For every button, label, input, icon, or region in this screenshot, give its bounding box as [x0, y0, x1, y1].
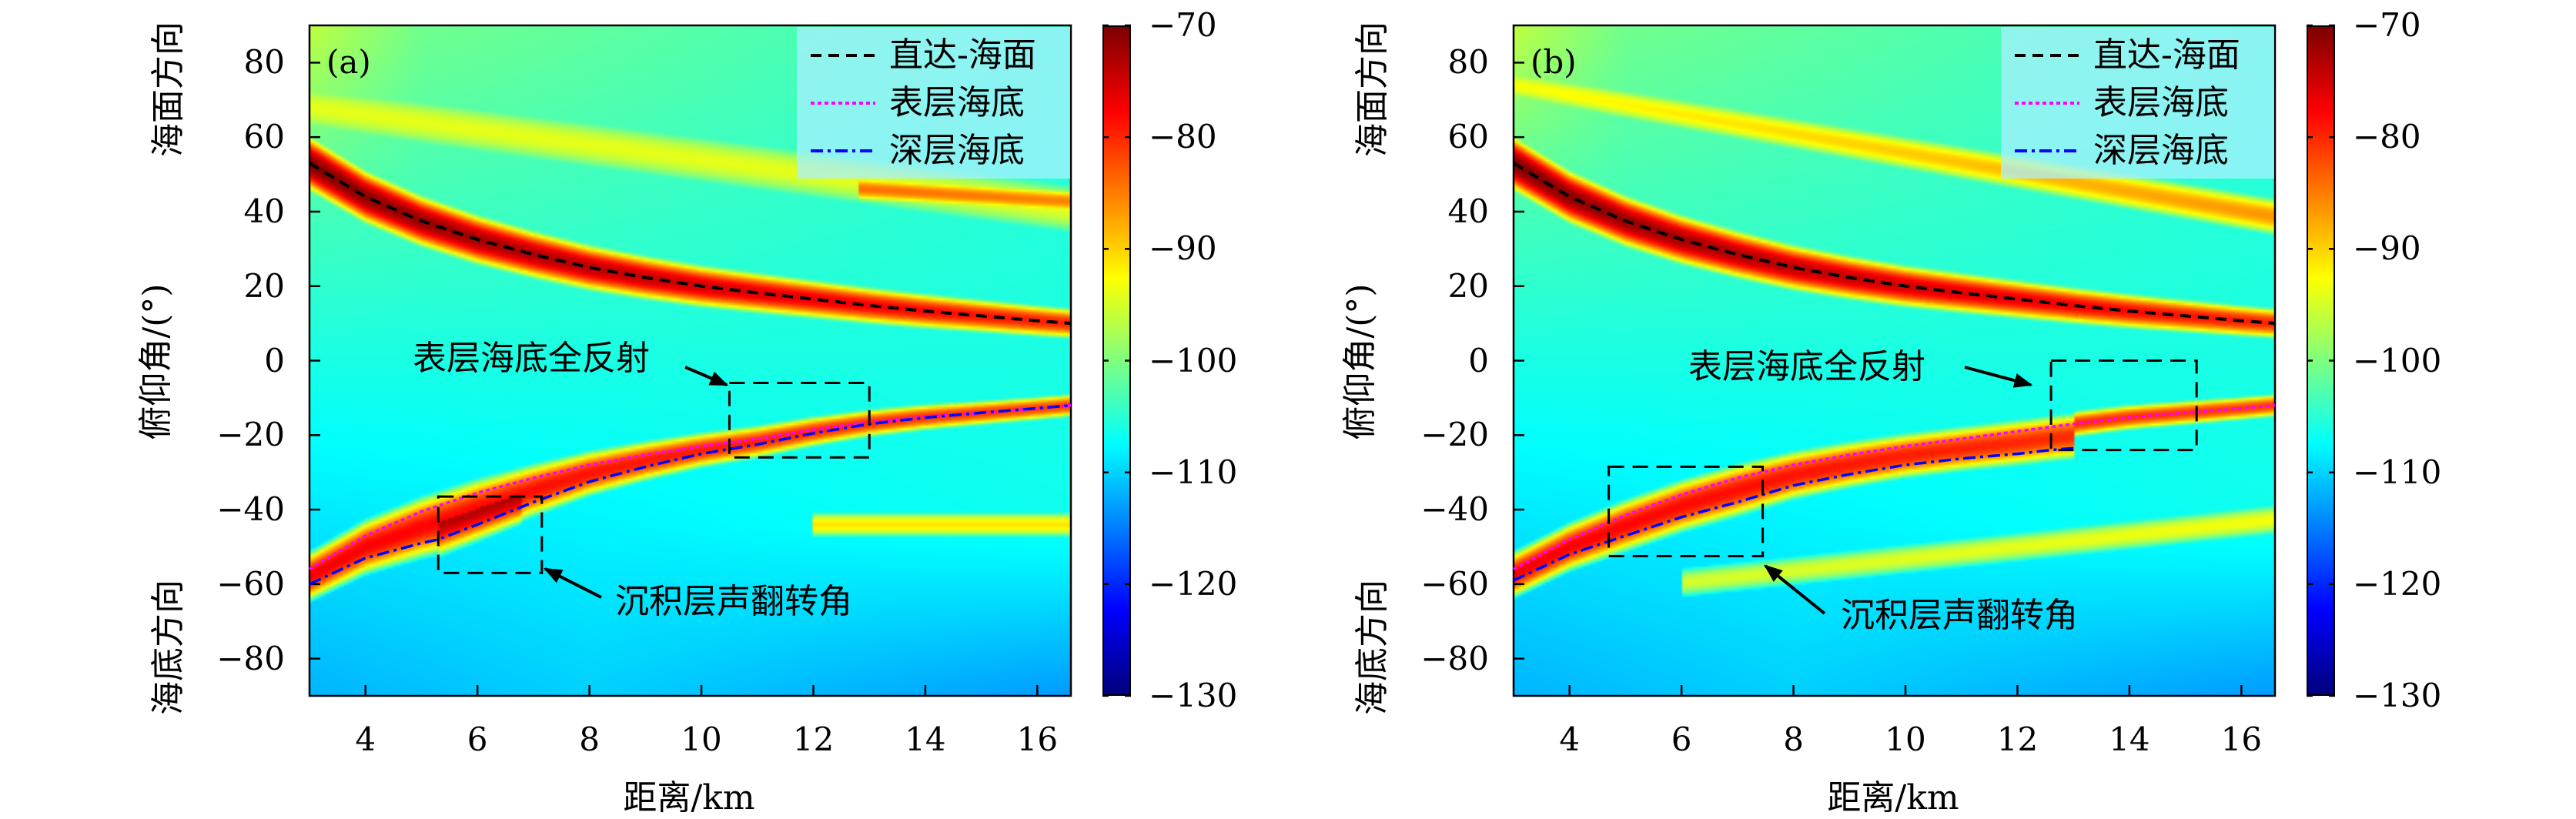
y-axis-label-bottom: 海底方向	[149, 580, 188, 715]
plot-overlay	[308, 24, 1131, 697]
annotation-arrow	[543, 567, 602, 599]
y-tick-label: −60	[1420, 564, 1489, 603]
colorbar-tick-label: −130	[1149, 677, 1238, 714]
x-tick-label: 4	[355, 720, 376, 758]
colorbar-tick-label: −70	[1149, 6, 1217, 44]
annotation-text: 沉积层声翻转角	[615, 582, 852, 621]
panel-b: 4 6 8 10 12 14 16 80 60 40 20 0 −20 −40 −60 −80 −70 −80 −9…	[1204, 0, 2492, 818]
legend-line-sample	[811, 102, 875, 105]
legend: 直达-海面表层海底深层海底	[797, 27, 1070, 179]
colorbar-tick-label: −120	[2353, 564, 2442, 603]
y-axis-label-top: 海面方向	[1353, 22, 1392, 157]
annotation-arrow	[1964, 366, 2033, 388]
x-tick-label: 10	[1885, 720, 1926, 758]
y-tick-label: 80	[243, 43, 285, 82]
y-tick-label: 0	[264, 341, 285, 379]
x-tick-label: 16	[2220, 720, 2263, 758]
x-axis-label: 距离/km	[623, 778, 755, 817]
legend-item: 深层海底	[797, 132, 1070, 170]
y-tick-label: −80	[216, 639, 285, 677]
x-tick-label: 8	[579, 720, 600, 758]
annotation-box	[728, 382, 871, 459]
colorbar-tick-label: −100	[2353, 341, 2442, 379]
y-tick-label: 0	[1468, 341, 1489, 379]
panel-label: (b)	[1531, 43, 1577, 81]
y-tick-label: 20	[1447, 266, 1489, 305]
series-line-dotted	[1513, 403, 2276, 571]
legend-item: 直达-海面	[2001, 36, 2274, 75]
legend-item: 表层海底	[2001, 84, 2274, 122]
colorbar-tick-label: −110	[2353, 453, 2442, 491]
legend-label: 直达-海面	[889, 35, 1036, 75]
series-line-dashed	[308, 162, 1072, 326]
y-tick-label: 60	[1447, 118, 1489, 156]
legend-label: 深层海底	[2093, 131, 2229, 170]
y-axis-label-bottom: 海底方向	[1353, 580, 1392, 715]
legend-line-sample	[2015, 149, 2079, 152]
legend-item: 直达-海面	[797, 36, 1070, 75]
x-tick-label: 8	[1783, 720, 1804, 758]
series-line-dashdot	[309, 403, 1072, 586]
x-tick-label: 12	[792, 720, 835, 758]
x-tick-label: 6	[467, 720, 488, 758]
series-line-dotted	[309, 403, 1072, 570]
colorbar-tick-label: −130	[2353, 677, 2442, 714]
annotation-text: 表层海底全反射	[1688, 347, 1925, 386]
colorbar-tick-label: −70	[2353, 6, 2421, 44]
x-tick-label: 10	[681, 720, 722, 758]
annotation-box	[437, 495, 544, 574]
y-tick-label: −20	[1420, 416, 1489, 454]
annotation-arrow	[1764, 564, 1826, 615]
x-tick-label: 12	[1996, 720, 2039, 758]
annotation-text: 表层海底全反射	[413, 339, 650, 378]
y-tick-label: −40	[1420, 490, 1489, 529]
y-tick-label: 40	[243, 192, 285, 230]
y-tick-label: −20	[216, 416, 285, 454]
colorbar-tick-label: −80	[1149, 118, 1217, 156]
x-tick-label: 14	[2109, 720, 2150, 758]
legend-line-sample	[811, 149, 875, 152]
legend-item: 表层海底	[797, 84, 1070, 122]
legend-label: 表层海底	[889, 83, 1025, 122]
panel-label: (a)	[326, 43, 371, 81]
legend: 直达-海面表层海底深层海底	[2001, 27, 2274, 179]
colorbar-tick-label: −80	[2353, 118, 2421, 156]
y-tick-label: 80	[1447, 43, 1489, 82]
colorbar-tick-label: −100	[1149, 341, 1238, 379]
y-tick-label: 20	[243, 266, 285, 305]
y-axis-label-top: 海面方向	[149, 22, 188, 157]
x-tick-label: 16	[1016, 720, 1059, 758]
x-tick-label: 14	[905, 720, 946, 758]
legend-label: 直达-海面	[2093, 35, 2240, 75]
colorbar-tick-label: −120	[1149, 564, 1238, 603]
plot-overlay	[1512, 24, 2335, 697]
y-tick-label: −80	[1420, 639, 1489, 677]
series-line-dashed	[1512, 162, 2276, 326]
y-tick-label: 40	[1447, 192, 1489, 230]
y-tick-label: −60	[216, 564, 285, 603]
annotation-box	[1607, 465, 1765, 558]
y-axis-label: 俯仰角/(°)	[1340, 283, 1380, 440]
legend-item: 深层海底	[2001, 132, 2274, 170]
legend-line-sample	[811, 54, 875, 57]
x-tick-label: 6	[1671, 720, 1692, 758]
colorbar-tick-label: −90	[1149, 229, 1217, 268]
y-tick-label: −40	[216, 490, 285, 529]
x-tick-label: 4	[1559, 720, 1581, 758]
y-axis-label: 俯仰角/(°)	[136, 283, 176, 440]
panel-a: 4 6 8 10 12 14 16 80 60 40 20 0 −20 −40 −60 −80 −70 −80 −9…	[0, 0, 1288, 818]
legend-label: 表层海底	[2093, 83, 2229, 122]
x-axis-label: 距离/km	[1827, 778, 1959, 817]
legend-line-sample	[2015, 102, 2079, 105]
y-tick-label: 60	[243, 118, 285, 156]
annotation-arrow	[684, 366, 729, 386]
colorbar-tick-label: −90	[2353, 229, 2421, 268]
legend-line-sample	[2015, 54, 2079, 57]
annotation-text: 沉积层声翻转角	[1841, 596, 2078, 635]
annotation-box	[2049, 359, 2198, 452]
series-line-dashdot	[1513, 446, 2074, 582]
colorbar-tick-label: −110	[1149, 453, 1238, 491]
legend-label: 深层海底	[889, 131, 1025, 170]
